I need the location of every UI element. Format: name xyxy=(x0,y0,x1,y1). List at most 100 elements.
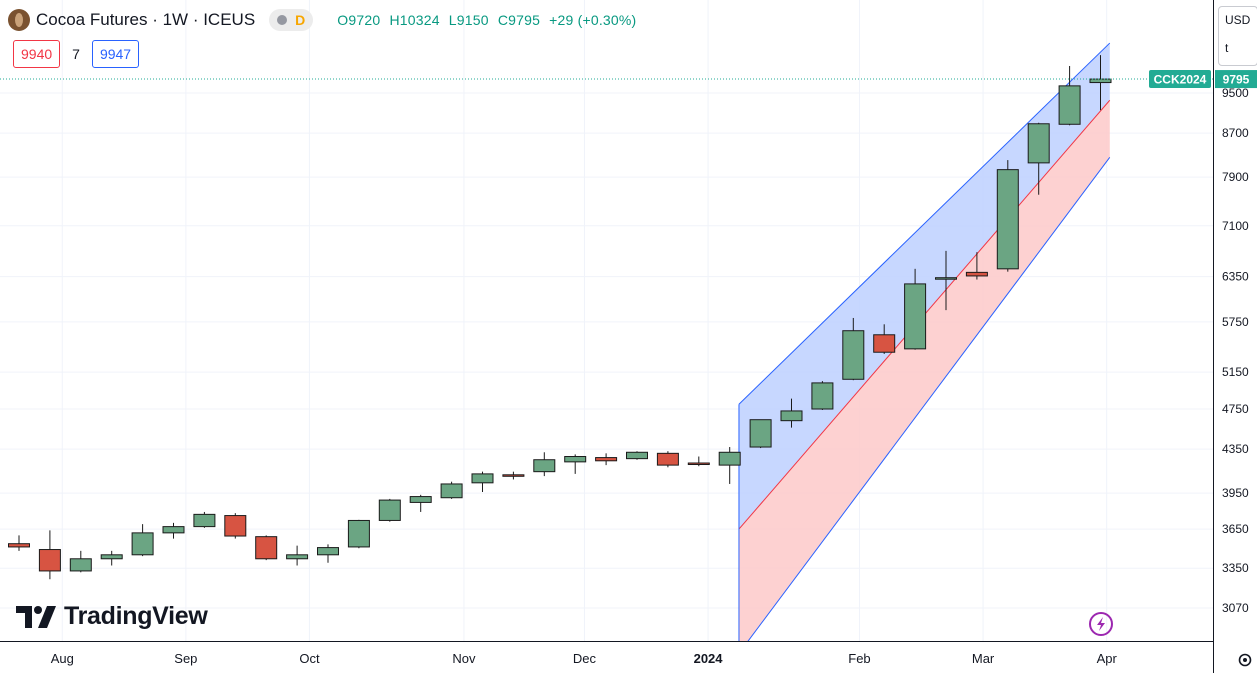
x-tick-label: Oct xyxy=(299,651,320,666)
candle xyxy=(965,252,988,280)
candle xyxy=(749,419,772,449)
y-tick-label: 3950 xyxy=(1222,486,1249,500)
x-tick-label: Mar xyxy=(972,651,995,666)
y-tick-label: 7900 xyxy=(1222,170,1249,184)
symbol-legend: Cocoa Futures · 1W · ICEUS D O9720 H1032… xyxy=(8,8,641,32)
candle-body xyxy=(965,271,988,277)
x-tick-label: Feb xyxy=(848,651,870,666)
candle-body xyxy=(687,462,710,466)
candle-body xyxy=(100,554,123,560)
spread-value: 7 xyxy=(72,46,80,62)
y-tick-label: 3650 xyxy=(1222,522,1249,536)
candle-body xyxy=(1027,123,1050,164)
candle xyxy=(996,160,1019,272)
tradingview-logo-icon xyxy=(16,605,56,628)
gear-center xyxy=(1243,658,1247,662)
candle-body xyxy=(626,451,648,460)
low-value: L9150 xyxy=(448,12,489,28)
candle-body xyxy=(255,536,278,560)
candle-body xyxy=(440,483,463,499)
candle-body xyxy=(286,554,309,560)
candle-body xyxy=(347,519,370,548)
x-tick-label: Dec xyxy=(573,651,597,666)
candle-body xyxy=(162,526,185,534)
symbol-tag-text: CCK2024 xyxy=(1154,73,1207,87)
tradingview-logo[interactable]: TradingView xyxy=(16,602,208,631)
candle xyxy=(780,398,803,428)
candle-body xyxy=(996,169,1019,270)
candle xyxy=(471,471,494,492)
candle-body xyxy=(317,547,339,556)
trade-inputs: 9940 7 9947 xyxy=(13,40,140,68)
price-tag-text: 9795 xyxy=(1223,73,1250,87)
candle xyxy=(317,544,339,563)
ohlc-values: O9720 H10324 L9150 C9795 +29 (+0.30%) xyxy=(337,12,641,28)
candle xyxy=(100,550,123,566)
open-value: O9720 xyxy=(337,12,381,28)
unit-label: t xyxy=(1225,41,1229,55)
candle xyxy=(564,454,587,474)
candle-body xyxy=(780,410,803,422)
y-tick-label: 3350 xyxy=(1222,561,1249,575)
candle-body xyxy=(193,513,216,528)
tradingview-wordmark: TradingView xyxy=(64,602,208,630)
delay-label: D xyxy=(295,12,306,28)
x-tick-label: Nov xyxy=(452,651,476,666)
gear-ring xyxy=(1238,653,1252,667)
candle-body xyxy=(1089,78,1112,84)
candle xyxy=(626,451,648,460)
symbol-tag xyxy=(1149,70,1211,89)
gear-icon[interactable] xyxy=(1238,653,1252,667)
candle-body xyxy=(38,549,61,572)
candle-body xyxy=(564,456,587,463)
cocoa-symbol-icon[interactable] xyxy=(8,9,30,31)
candle-body xyxy=(904,283,927,350)
candle xyxy=(131,524,154,557)
y-tick-label: 6350 xyxy=(1222,270,1249,284)
currency-code: USD xyxy=(1225,13,1251,27)
candle xyxy=(1089,55,1112,111)
candle xyxy=(718,447,741,484)
candle-body xyxy=(471,473,494,484)
candle-body xyxy=(1058,85,1081,125)
candle xyxy=(38,530,61,580)
candle xyxy=(502,471,525,480)
candle xyxy=(378,498,401,522)
price-tag xyxy=(1215,70,1257,89)
sell-price-box[interactable]: 9940 xyxy=(13,40,61,68)
candle xyxy=(533,452,556,477)
candle-body xyxy=(502,474,525,477)
y-tick-label: 9500 xyxy=(1222,86,1249,100)
candle xyxy=(595,453,618,466)
candle xyxy=(286,545,309,566)
grid-lines xyxy=(0,0,1213,641)
market-status-pill[interactable]: D xyxy=(269,9,314,31)
candle-body xyxy=(749,419,772,448)
high-value: H10324 xyxy=(389,12,440,28)
candle-body xyxy=(409,496,432,503)
candle-body xyxy=(8,543,30,548)
candle xyxy=(224,513,247,539)
currency-unit-button[interactable]: USD t xyxy=(1218,6,1257,66)
candle xyxy=(347,519,370,549)
candle xyxy=(842,317,865,381)
candle xyxy=(69,550,92,573)
candles-layer xyxy=(8,55,1112,580)
candle xyxy=(162,522,185,539)
candle-body xyxy=(656,452,679,466)
candle-body xyxy=(533,459,556,473)
candle-body xyxy=(131,532,154,556)
symbol-title[interactable]: Cocoa Futures · 1W · ICEUS xyxy=(36,10,256,29)
x-tick-label: Aug xyxy=(51,651,74,666)
close-value: C9795 xyxy=(497,12,541,28)
candle xyxy=(255,535,278,561)
candle xyxy=(1058,65,1081,126)
x-tick-label: Apr xyxy=(1097,651,1118,666)
y-tick-label: 5150 xyxy=(1222,365,1249,379)
flash-icon[interactable] xyxy=(1089,612,1113,636)
buy-price-box[interactable]: 9947 xyxy=(91,40,140,68)
candle xyxy=(1027,122,1050,195)
candle xyxy=(935,250,957,311)
